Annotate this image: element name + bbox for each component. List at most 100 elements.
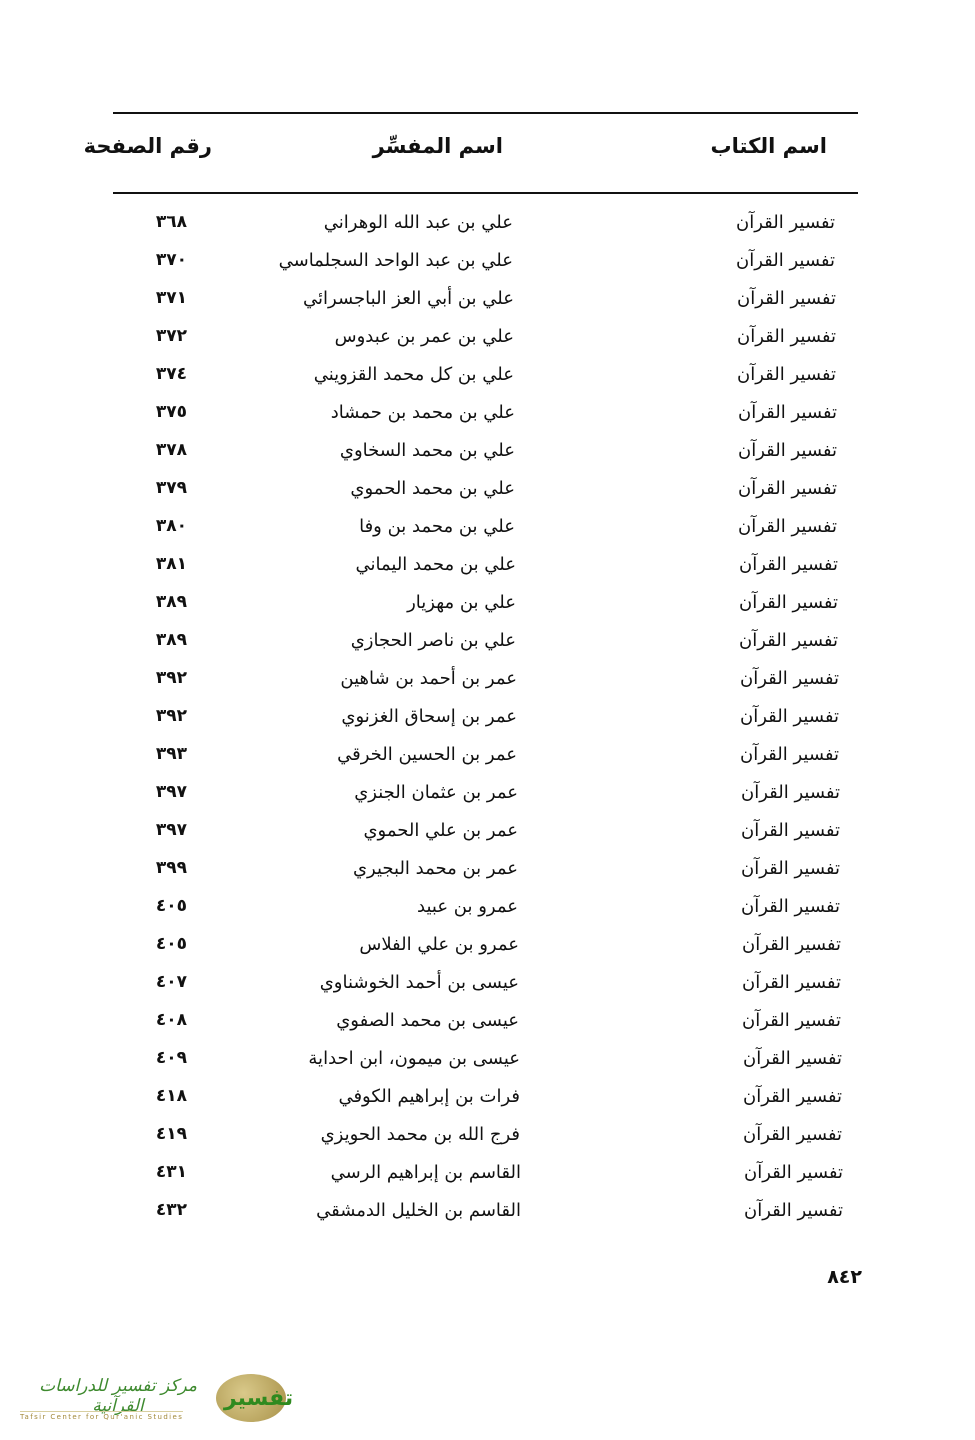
table-row: تفسير القرآن علي بن محمد بن وفا ٣٨٠ — [0, 510, 975, 548]
cell-book: تفسير القرآن — [737, 288, 836, 309]
table-row: تفسير القرآن علي بن عبد الواحد السجلماسي ٣… — [0, 244, 975, 282]
cell-page: ٣٧٢ — [155, 326, 187, 346]
table-body: تفسير القرآن علي بن عبد الله الوهراني ٣٦٨ ت… — [0, 206, 975, 1232]
table-row: تفسير القرآن علي بن مهزيار ٣٨٩ — [0, 586, 975, 624]
globe-icon — [216, 1374, 286, 1422]
publisher-logo: مركز تفسير للدراسات القرآنية Tafsir Cent… — [16, 1374, 293, 1424]
cell-name: عمرو بن عبيد — [417, 896, 518, 917]
cell-page: ٣٩٢ — [155, 706, 187, 726]
cell-name: عمر بن إسحاق الغزنوي — [341, 706, 517, 727]
table-row: تفسير القرآن عمر بن أحمد بن شاهين ٣٩٢ — [0, 662, 975, 700]
cell-name: عمرو بن علي الفلاس — [359, 934, 519, 955]
cell-book: تفسير القرآن — [739, 554, 838, 575]
cell-book: تفسير القرآن — [740, 744, 839, 765]
page-number: ٨٤٢ — [827, 1266, 862, 1288]
cell-page: ٣٦٨ — [155, 212, 187, 232]
cell-book: تفسير القرآن — [737, 364, 836, 385]
table-row: تفسير القرآن فرات بن إبراهيم الكوفي ٤١٨ — [0, 1080, 975, 1118]
logo-arabic-text: مركز تفسير للدراسات القرآنية — [39, 1376, 197, 1416]
cell-book: تفسير القرآن — [738, 478, 837, 499]
cell-page: ٤٣١ — [155, 1162, 187, 1182]
cell-page: ٤٠٥ — [155, 896, 187, 916]
table-row: تفسير القرآن علي بن محمد الحموي ٣٧٩ — [0, 472, 975, 510]
table-row: تفسير القرآن عيسى بن محمد الصفوي ٤٠٨ — [0, 1004, 975, 1042]
header-book-name: اسم الكتاب — [710, 134, 827, 158]
cell-name: عيسى بن ميمون، ابن احداية — [308, 1048, 520, 1069]
table-row: تفسير القرآن عيسى بن ميمون، ابن احداية ٤٠٩ — [0, 1042, 975, 1080]
table-row: تفسير القرآن علي بن ناصر الحجازي ٣٨٩ — [0, 624, 975, 662]
cell-page: ٣٨٩ — [155, 592, 187, 612]
logo-mark: تفسير — [224, 1386, 294, 1411]
cell-page: ٤٠٥ — [155, 934, 187, 954]
cell-book: تفسير القرآن — [744, 1200, 843, 1221]
table-row: تفسير القرآن علي بن محمد اليماني ٣٨١ — [0, 548, 975, 586]
cell-book: تفسير القرآن — [736, 250, 835, 271]
cell-name: علي بن محمد بن وفا — [359, 516, 515, 537]
cell-name: القاسم بن إبراهيم الرسي — [330, 1162, 521, 1183]
header-page-number: رقم الصفحة — [83, 134, 212, 158]
cell-book: تفسير القرآن — [743, 1124, 842, 1145]
cell-book: تفسير القرآن — [741, 896, 840, 917]
table-row: تفسير القرآن عيسى بن أحمد الخوشناوي ٤٠٧ — [0, 966, 975, 1004]
logo-english-text: Tafsir Center for Qur'anic Studies — [20, 1411, 184, 1421]
cell-book: تفسير القرآن — [738, 440, 837, 461]
cell-page: ٣٧٩ — [155, 478, 187, 498]
cell-name: عيسى بن أحمد الخوشناوي — [319, 972, 519, 993]
cell-page: ٣٧٤ — [155, 364, 187, 384]
cell-book: تفسير القرآن — [736, 212, 835, 233]
cell-name: علي بن أبي العز الباجسرائي — [303, 288, 514, 309]
table-row: تفسير القرآن عمرو بن علي الفلاس ٤٠٥ — [0, 928, 975, 966]
cell-book: تفسير القرآن — [742, 1010, 841, 1031]
cell-name: فرات بن إبراهيم الكوفي — [338, 1086, 520, 1107]
cell-page: ٣٨٠ — [155, 516, 187, 536]
cell-page: ٣٧٠ — [155, 250, 187, 270]
table-row: تفسير القرآن القاسم بن الخليل الدمشقي ٤٣٢ — [0, 1194, 975, 1232]
cell-page: ٣٩٧ — [155, 820, 187, 840]
cell-name: علي بن ناصر الحجازي — [350, 630, 516, 651]
cell-page: ٤٣٢ — [155, 1200, 187, 1220]
cell-book: تفسير القرآن — [743, 1048, 842, 1069]
table-row: تفسير القرآن عمر بن عثمان الجنزي ٣٩٧ — [0, 776, 975, 814]
cell-book: تفسير القرآن — [739, 630, 838, 651]
cell-page: ٤٠٩ — [155, 1048, 187, 1068]
cell-name: علي بن محمد السخاوي — [339, 440, 515, 461]
cell-book: تفسير القرآن — [738, 402, 837, 423]
table-row: تفسير القرآن عمر بن إسحاق الغزنوي ٣٩٢ — [0, 700, 975, 738]
table-row: تفسير القرآن علي بن عمر بن عبدوس ٣٧٢ — [0, 320, 975, 358]
cell-page: ٣٩٣ — [155, 744, 187, 764]
cell-name: علي بن عبد الله الوهراني — [323, 212, 513, 233]
cell-name: علي بن عبد الواحد السجلماسي — [278, 250, 513, 271]
table-row: تفسير القرآن علي بن كل محمد القزويني ٣٧٤ — [0, 358, 975, 396]
cell-name: عمر بن عثمان الجنزي — [354, 782, 518, 803]
table-row: تفسير القرآن عمرو بن عبيد ٤٠٥ — [0, 890, 975, 928]
cell-name: علي بن محمد بن حمشاد — [330, 402, 515, 423]
table-row: تفسير القرآن عمر بن محمد البجيري ٣٩٩ — [0, 852, 975, 890]
table-row: تفسير القرآن علي بن محمد السخاوي ٣٧٨ — [0, 434, 975, 472]
cell-page: ٣٧٨ — [155, 440, 187, 460]
cell-book: تفسير القرآن — [742, 972, 841, 993]
cell-page: ٣٨٩ — [155, 630, 187, 650]
cell-page: ٣٨١ — [155, 554, 187, 574]
cell-page: ٤٠٨ — [155, 1010, 187, 1030]
cell-book: تفسير القرآن — [741, 820, 840, 841]
table-row: تفسير القرآن علي بن عبد الله الوهراني ٣٦٨ — [0, 206, 975, 244]
cell-name: عمر بن أحمد بن شاهين — [340, 668, 517, 689]
table-row: تفسير القرآن عمر بن علي الحموي ٣٩٧ — [0, 814, 975, 852]
cell-book: تفسير القرآن — [740, 706, 839, 727]
cell-book: تفسير القرآن — [741, 782, 840, 803]
header-rule — [113, 192, 858, 194]
cell-name: عيسى بن محمد الصفوي — [336, 1010, 519, 1031]
cell-page: ٤٠٧ — [155, 972, 187, 992]
cell-book: تفسير القرآن — [738, 516, 837, 537]
cell-name: علي بن عمر بن عبدوس — [334, 326, 514, 347]
cell-book: تفسير القرآن — [739, 592, 838, 613]
cell-name: علي بن كل محمد القزويني — [313, 364, 514, 385]
cell-name: عمر بن محمد البجيري — [352, 858, 518, 879]
cell-page: ٣٧١ — [155, 288, 187, 308]
cell-page: ٤١٩ — [155, 1124, 187, 1144]
table-row: تفسير القرآن القاسم بن إبراهيم الرسي ٤٣١ — [0, 1156, 975, 1194]
cell-book: تفسير القرآن — [744, 1162, 843, 1183]
table-row: تفسير القرآن علي بن محمد بن حمشاد ٣٧٥ — [0, 396, 975, 434]
cell-name: عمر بن الحسين الخرقي — [337, 744, 517, 765]
table-row: تفسير القرآن عمر بن الحسين الخرقي ٣٩٣ — [0, 738, 975, 776]
